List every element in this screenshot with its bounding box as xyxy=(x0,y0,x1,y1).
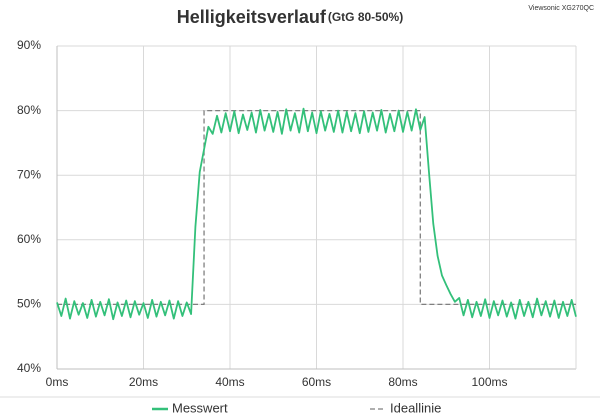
x-tick-label: 100ms xyxy=(471,375,507,389)
x-tick-label: 60ms xyxy=(302,375,331,389)
legend-label: Messwert xyxy=(172,400,228,415)
x-tick-label: 80ms xyxy=(388,375,417,389)
y-tick-label: 60% xyxy=(17,232,41,246)
x-tick-label: 40ms xyxy=(215,375,244,389)
watermark: Viewsonic XG270QC xyxy=(528,5,594,12)
y-tick-label: 90% xyxy=(17,38,41,52)
x-tick-label: 20ms xyxy=(129,375,158,389)
chart-title: Helligkeitsverlauf (GtG 80-50%) xyxy=(177,7,403,27)
y-tick-label: 80% xyxy=(17,103,41,117)
y-tick-label: 70% xyxy=(17,167,41,181)
x-tick-label: 0ms xyxy=(46,375,69,389)
legend-label: Ideallinie xyxy=(390,400,441,415)
y-tick-label: 50% xyxy=(17,297,41,311)
y-tick-label: 40% xyxy=(17,361,41,375)
subtitle: (GtG 80-50%) xyxy=(328,10,403,24)
title: Helligkeitsverlauf xyxy=(177,7,327,27)
series-line xyxy=(56,107,577,321)
